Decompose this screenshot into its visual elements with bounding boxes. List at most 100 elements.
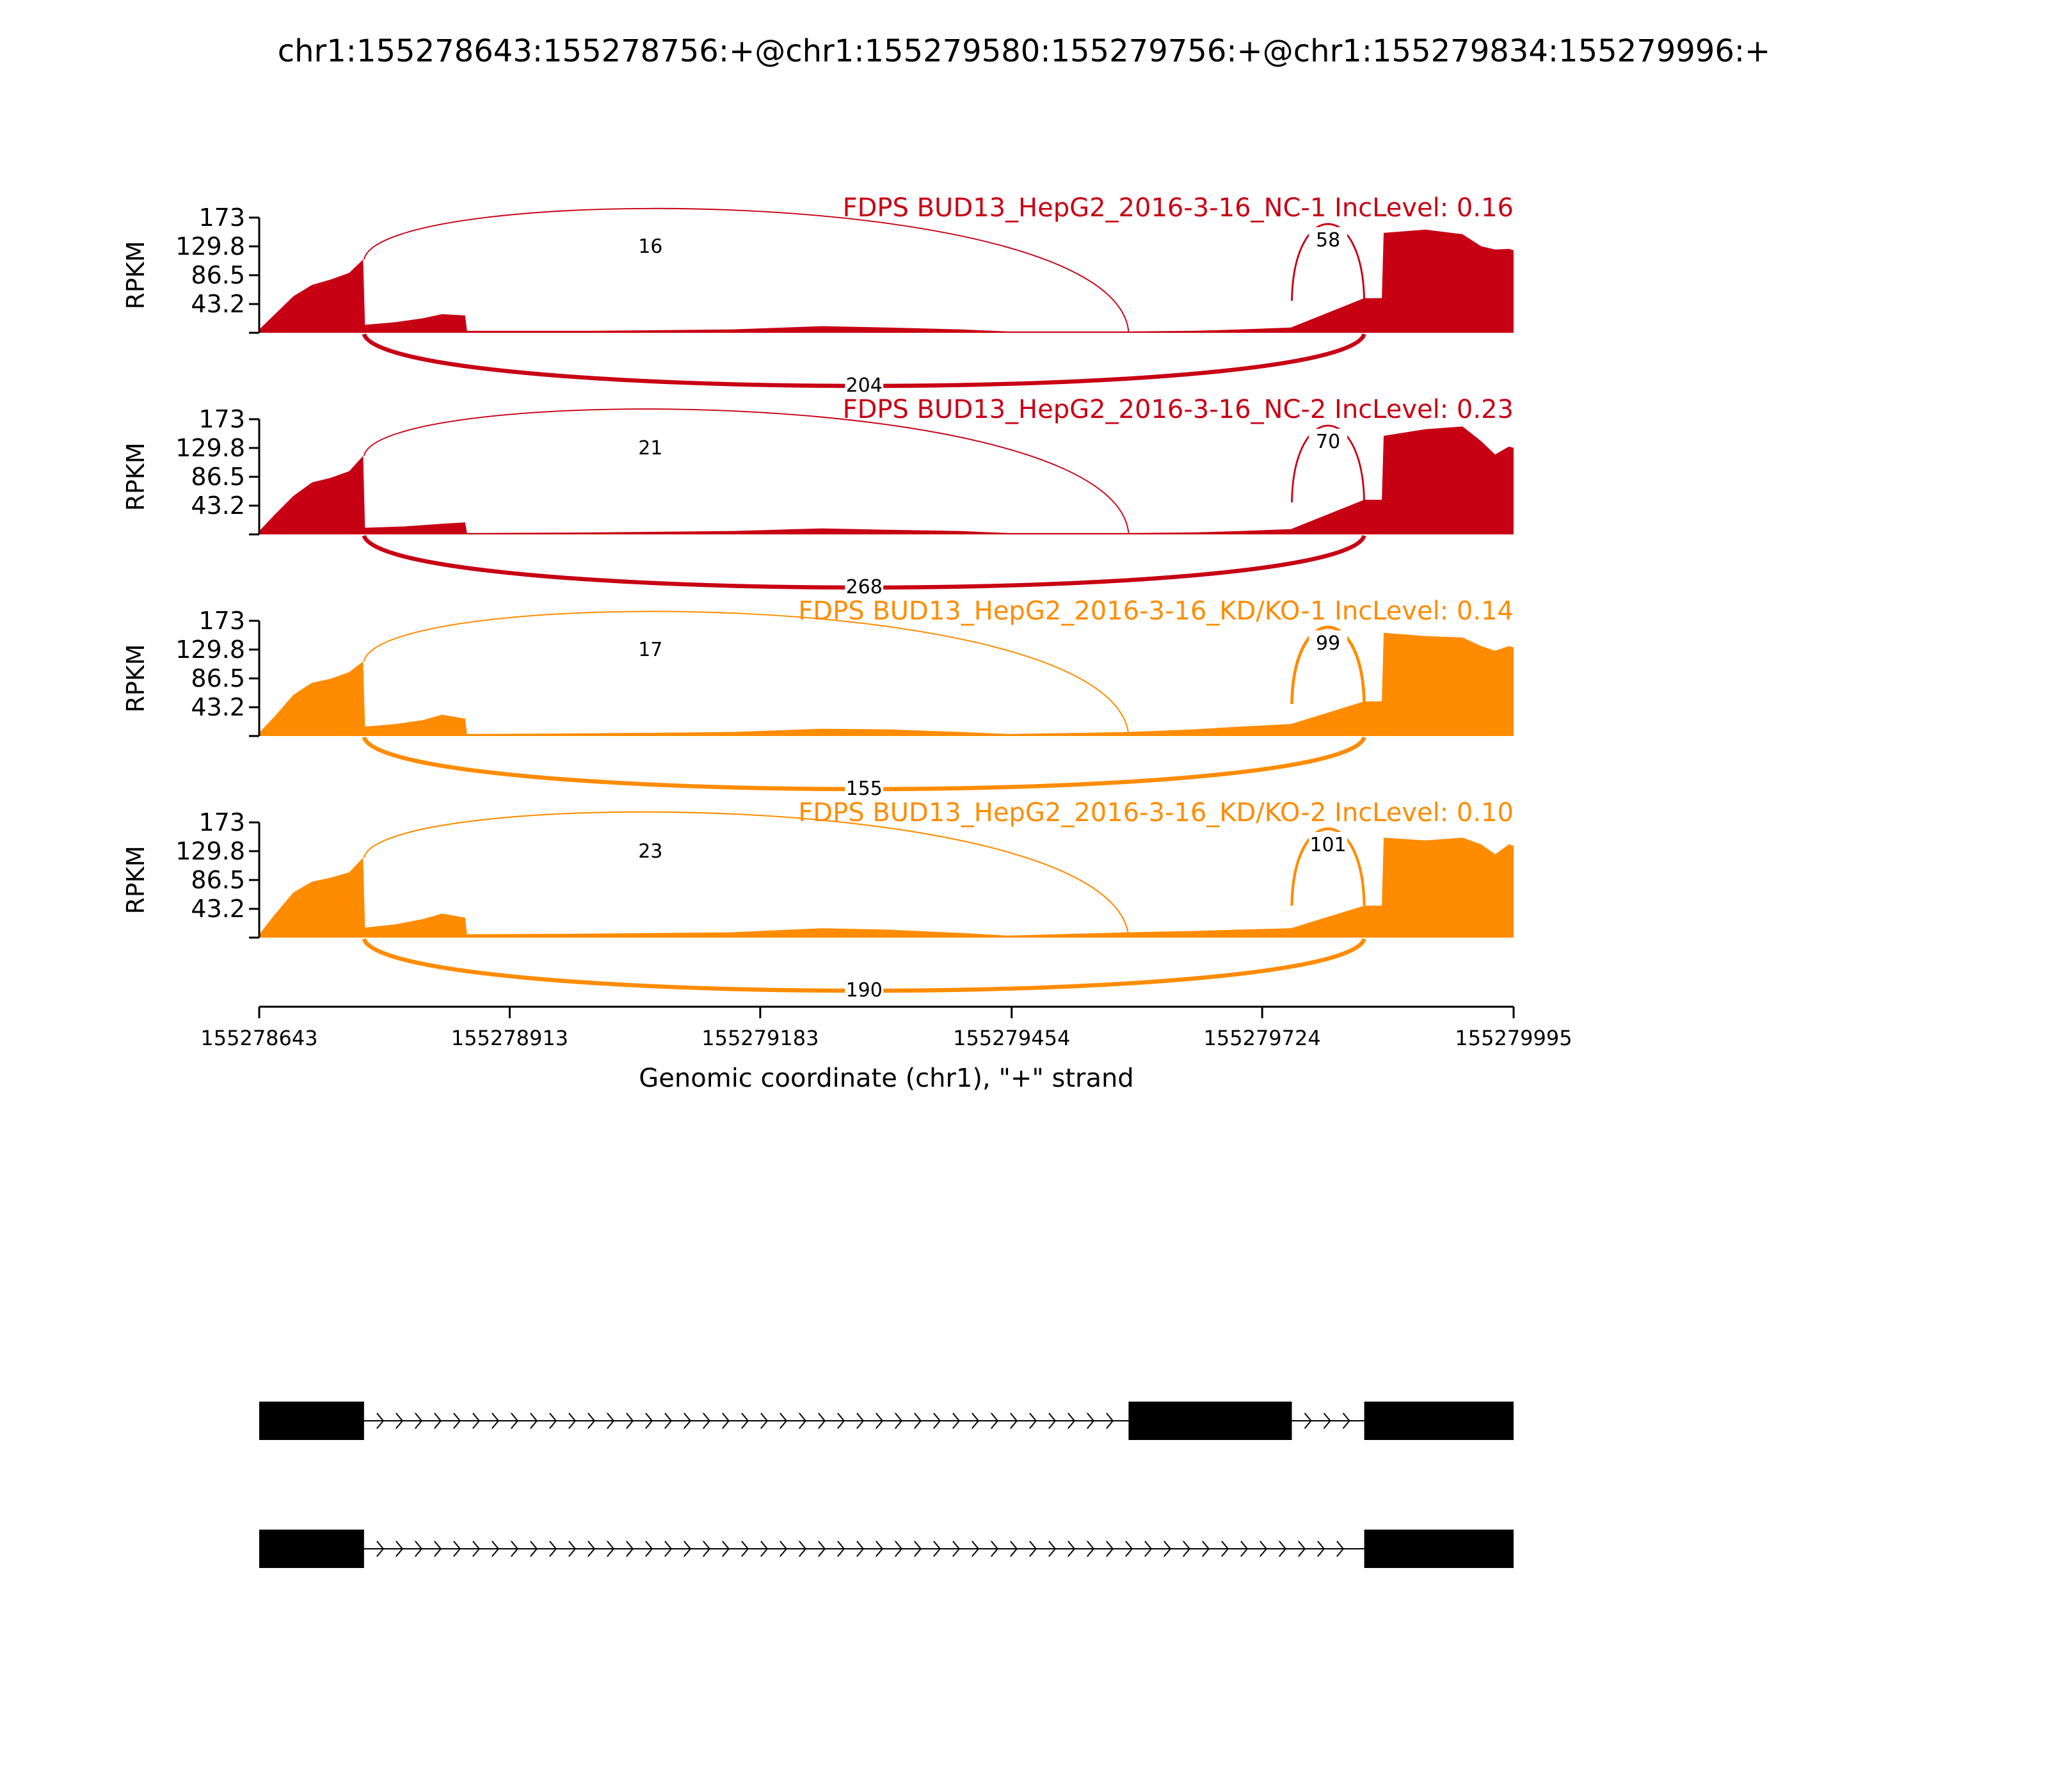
y-tick-label: 129.8 xyxy=(175,636,245,664)
strand-arrow xyxy=(1106,1412,1114,1429)
y-tick-label: 129.8 xyxy=(175,837,245,865)
strand-arrow xyxy=(664,1412,673,1429)
junction-label-bg xyxy=(845,574,884,600)
y-tick-label: 173 xyxy=(198,405,245,433)
junction-arc xyxy=(1291,424,1365,503)
strand-arrow xyxy=(1336,1540,1345,1557)
strand-arrow xyxy=(1087,1540,1095,1557)
strand-arrow xyxy=(1298,1540,1306,1557)
strand-arrow xyxy=(856,1540,865,1557)
strand-arrow xyxy=(1029,1412,1037,1429)
strand-arrow xyxy=(588,1540,596,1557)
strand-arrow xyxy=(511,1412,519,1429)
strand-arrow xyxy=(799,1540,807,1557)
strand-arrow xyxy=(876,1540,884,1557)
x-axis-label: Genomic coordinate (chr1), "+" strand xyxy=(639,1064,1133,1093)
series-title: FDPS BUD13_HepG2_2016-3-16_NC-2 IncLevel… xyxy=(843,395,1514,424)
strand-arrow xyxy=(434,1540,442,1557)
strand-arrow xyxy=(1317,1540,1325,1557)
y-tick-label: 173 xyxy=(198,204,245,232)
junction-arc xyxy=(363,611,1130,735)
strand-arrow xyxy=(1164,1540,1172,1557)
strand-arrow xyxy=(1029,1540,1037,1557)
series-title: FDPS BUD13_HepG2_2016-3-16_KD/KO-2 IncLe… xyxy=(798,798,1514,828)
strand-arrow xyxy=(376,1412,385,1429)
strand-arrow xyxy=(972,1412,980,1429)
strand-arrow xyxy=(991,1412,999,1429)
strand-arrow xyxy=(760,1412,769,1429)
coverage-area xyxy=(259,632,1514,736)
junction-read-count: 190 xyxy=(846,979,883,1002)
strand-arrow xyxy=(933,1412,941,1429)
exon-block xyxy=(259,1402,364,1440)
strand-arrow xyxy=(1010,1412,1018,1429)
isoform-model xyxy=(259,1530,1514,1568)
junction-read-count: 17 xyxy=(638,639,662,661)
strand-arrow xyxy=(1068,1540,1076,1557)
junction-read-count: 268 xyxy=(846,576,883,598)
junction-label-bg xyxy=(1309,630,1348,656)
x-axis: 155278643 155278913 155279183 155279454 1552… xyxy=(200,1005,1572,1093)
y-tick-label: 43.2 xyxy=(191,492,245,520)
strand-arrow xyxy=(684,1540,692,1557)
strand-arrow xyxy=(530,1412,538,1429)
strand-arrow xyxy=(799,1412,807,1429)
strand-arrow xyxy=(1183,1540,1191,1557)
series-title: FDPS BUD13_HepG2_2016-3-16_KD/KO-1 IncLe… xyxy=(798,596,1514,626)
strand-arrow xyxy=(396,1540,404,1557)
junction-read-count: 99 xyxy=(1316,632,1340,655)
strand-arrow xyxy=(530,1540,538,1557)
strand-arrow xyxy=(1323,1412,1331,1429)
chart-title: chr1:155278643:155278756:+@chr1:15527958… xyxy=(278,33,1771,69)
strand-arrow xyxy=(1106,1540,1114,1557)
strand-arrow xyxy=(492,1540,500,1557)
junction-read-count: 23 xyxy=(638,840,662,863)
strand-arrow xyxy=(991,1540,999,1557)
junction-read-count: 58 xyxy=(1316,229,1340,252)
junction-label-bg xyxy=(631,637,670,662)
y-tick-label: 86.5 xyxy=(191,664,245,692)
strand-arrow xyxy=(549,1412,557,1429)
junction-read-count: 70 xyxy=(1316,431,1340,453)
y-tick-label: 43.2 xyxy=(191,693,245,721)
strand-arrow xyxy=(664,1540,673,1557)
y-tick-label: 43.2 xyxy=(191,895,245,923)
x-tick-label: 155279724 xyxy=(1204,1026,1321,1050)
y-tick-label: 129.8 xyxy=(175,434,245,462)
exon-block xyxy=(259,1530,364,1568)
exon-block xyxy=(1364,1530,1514,1568)
strand-arrow xyxy=(549,1540,557,1557)
junction-arc xyxy=(1291,223,1366,301)
strand-arrow xyxy=(434,1412,442,1429)
strand-arrow xyxy=(837,1412,845,1429)
strand-arrow xyxy=(1125,1540,1133,1557)
strand-arrow xyxy=(722,1412,730,1429)
strand-arrow xyxy=(1342,1412,1350,1429)
strand-arrow xyxy=(1202,1540,1210,1557)
y-axis-label: RPKM xyxy=(122,241,150,309)
y-tick-label: 86.5 xyxy=(191,866,245,894)
strand-arrow xyxy=(703,1540,711,1557)
strand-arrow xyxy=(568,1412,577,1429)
strand-arrow xyxy=(472,1540,481,1557)
junction-label-bg xyxy=(845,372,884,398)
junction-arc xyxy=(1290,828,1366,906)
strand-arrow xyxy=(914,1540,922,1557)
coverage-area xyxy=(259,229,1514,333)
strand-arrow xyxy=(1144,1540,1153,1557)
strand-arrow xyxy=(741,1412,749,1429)
strand-arrow xyxy=(645,1540,653,1557)
strand-arrow xyxy=(972,1540,980,1557)
strand-arrow xyxy=(511,1540,519,1557)
y-tick-label: 173 xyxy=(198,607,245,635)
strand-arrow xyxy=(1048,1412,1057,1429)
y-tick-label: 173 xyxy=(198,808,245,836)
coverage-area xyxy=(259,837,1514,938)
strand-arrow xyxy=(818,1412,826,1429)
strand-arrow xyxy=(1240,1540,1249,1557)
junction-arc xyxy=(363,408,1130,534)
exon-block xyxy=(1364,1402,1514,1440)
